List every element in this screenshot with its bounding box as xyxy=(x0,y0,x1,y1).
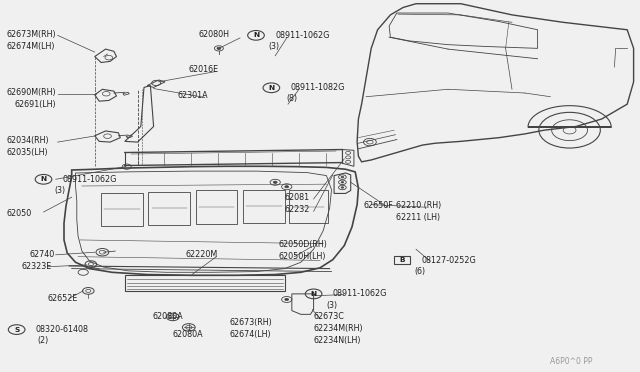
Text: 62234M(RH): 62234M(RH) xyxy=(314,324,364,333)
Text: 62673M(RH): 62673M(RH) xyxy=(6,30,56,39)
Circle shape xyxy=(217,47,221,49)
Text: N: N xyxy=(268,85,275,91)
Text: 62323E: 62323E xyxy=(21,262,51,271)
Text: 62220M: 62220M xyxy=(186,250,218,259)
Text: 62691(LH): 62691(LH) xyxy=(14,100,56,109)
Text: (3): (3) xyxy=(269,42,280,51)
Circle shape xyxy=(341,187,344,188)
Text: 08911-1062G: 08911-1062G xyxy=(63,175,117,184)
Text: 62080A: 62080A xyxy=(152,312,183,321)
Text: S: S xyxy=(14,327,19,333)
Text: N: N xyxy=(40,176,47,182)
Text: 62080H: 62080H xyxy=(198,30,229,39)
Circle shape xyxy=(341,176,344,178)
Text: 62690M(RH): 62690M(RH) xyxy=(6,89,56,97)
Text: 62016E: 62016E xyxy=(189,65,219,74)
Text: 62673(RH): 62673(RH) xyxy=(229,318,272,327)
Text: 62050: 62050 xyxy=(6,209,31,218)
Text: 62232: 62232 xyxy=(285,205,310,214)
Text: 08911-1062G: 08911-1062G xyxy=(333,289,387,298)
Text: N: N xyxy=(310,291,317,297)
Text: 08320-61408: 08320-61408 xyxy=(36,325,89,334)
Text: 62034(RH): 62034(RH) xyxy=(6,136,49,145)
Text: 62211 (LH): 62211 (LH) xyxy=(396,213,440,222)
Text: 62081: 62081 xyxy=(285,193,310,202)
Circle shape xyxy=(273,181,277,183)
Text: 62673C: 62673C xyxy=(314,312,344,321)
Text: (2): (2) xyxy=(37,336,49,345)
Text: 62674(LH): 62674(LH) xyxy=(229,330,271,339)
Text: N: N xyxy=(253,32,259,38)
Text: 08911-1062G: 08911-1062G xyxy=(275,31,330,40)
Text: 62035(LH): 62035(LH) xyxy=(6,148,48,157)
Text: B: B xyxy=(399,257,404,263)
Circle shape xyxy=(285,186,289,188)
Circle shape xyxy=(285,298,289,301)
Text: 62650F: 62650F xyxy=(364,201,393,210)
Text: (3): (3) xyxy=(54,186,65,195)
Text: 62210 (RH): 62210 (RH) xyxy=(396,201,441,210)
Text: 62652E: 62652E xyxy=(48,294,78,303)
Circle shape xyxy=(341,182,344,183)
Text: 62050H(LH): 62050H(LH) xyxy=(278,252,326,261)
Text: 62050D(RH): 62050D(RH) xyxy=(278,240,327,249)
Text: 62080A: 62080A xyxy=(173,330,204,339)
Text: 08127-0252G: 08127-0252G xyxy=(421,256,476,265)
Text: (8): (8) xyxy=(287,94,298,103)
Text: 62234N(LH): 62234N(LH) xyxy=(314,336,361,345)
Text: 62740: 62740 xyxy=(29,250,54,259)
Text: (3): (3) xyxy=(326,301,337,310)
Text: A6P0^0 PP: A6P0^0 PP xyxy=(550,357,593,366)
Text: 62674M(LH): 62674M(LH) xyxy=(6,42,55,51)
Text: 62301A: 62301A xyxy=(178,92,209,100)
Text: 08911-1082G: 08911-1082G xyxy=(291,83,345,92)
Text: (6): (6) xyxy=(415,267,426,276)
